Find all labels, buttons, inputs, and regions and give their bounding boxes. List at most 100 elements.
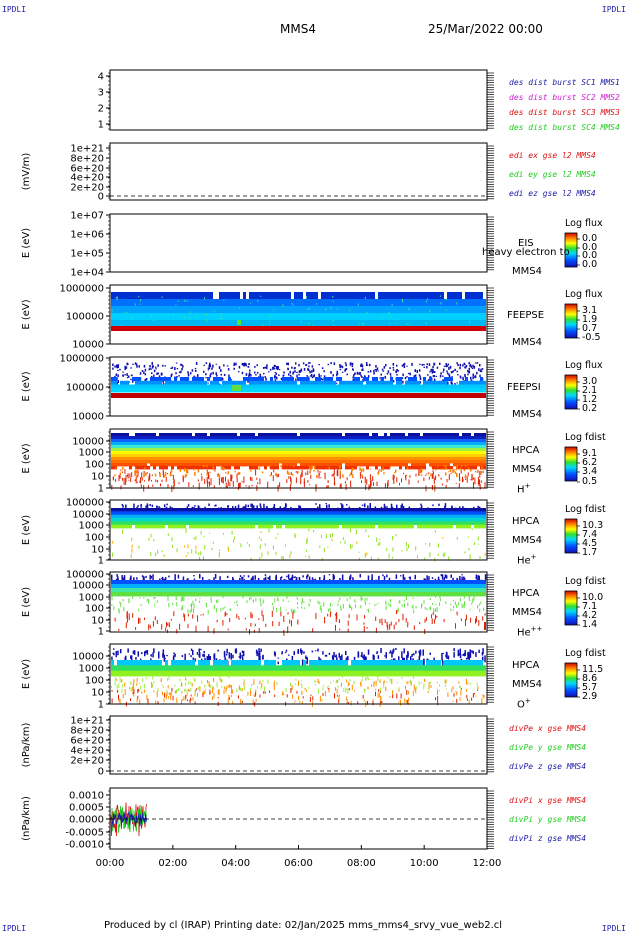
spectrogram-cell — [285, 384, 288, 389]
spectrogram-cell — [477, 454, 480, 458]
spectrogram-cell — [225, 313, 228, 321]
spectrogram-cell — [336, 442, 339, 446]
spectrogram-cell — [300, 306, 303, 314]
spectrogram-cell — [146, 504, 149, 508]
spectrogram-cell — [156, 313, 159, 321]
spectrogram-cell — [189, 311, 191, 314]
spectrogram-cell — [192, 299, 195, 307]
spectrogram-cell — [276, 433, 279, 437]
spectrogram-cell — [327, 363, 330, 366]
y-tick-label: 100000 — [66, 383, 104, 394]
spectrogram-cell — [363, 442, 366, 446]
spectrogram-cell — [117, 521, 120, 525]
spectrogram-cell — [153, 454, 156, 458]
spectrogram-cell — [249, 518, 252, 522]
spectrogram-cell — [245, 373, 248, 376]
spectrogram-cell — [177, 433, 180, 437]
spectrogram-cell — [206, 465, 208, 468]
spectrogram-cell — [114, 514, 117, 519]
spectrogram-cell — [360, 518, 363, 522]
spectrogram-cell — [135, 454, 138, 458]
spectrogram-cell — [184, 474, 187, 478]
spectrogram-cell — [129, 514, 132, 519]
spectrogram-cell — [411, 460, 414, 464]
spectrogram-cell — [225, 299, 228, 307]
spectrogram-cell — [204, 457, 207, 461]
spectrogram-cell — [351, 299, 354, 307]
spectrogram-cell — [222, 508, 225, 512]
spectrogram-cell — [177, 292, 180, 300]
spectrogram-cell — [228, 306, 231, 314]
spectrogram-cell — [150, 320, 153, 328]
spectrogram-cell — [309, 454, 312, 458]
spectrogram-cell — [150, 521, 153, 525]
spectrogram-cell — [408, 518, 411, 522]
spectrogram-cell — [318, 380, 321, 385]
spectrogram-cell — [448, 366, 450, 370]
spectrogram-cell — [354, 377, 357, 382]
spectrogram-cell — [270, 521, 273, 525]
spectrogram-cell — [364, 476, 366, 484]
spectrogram-cell — [312, 388, 315, 393]
spectrogram-cell — [130, 378, 132, 381]
spectrogram-cell — [175, 362, 178, 364]
spectrogram-cell — [185, 474, 188, 477]
spectrogram-cell — [345, 484, 347, 491]
spectrogram-cell — [318, 511, 321, 515]
spectrogram-cell — [276, 460, 279, 464]
spectrogram-cell — [441, 468, 444, 470]
spectrogram-cell — [159, 445, 162, 449]
spectrogram-cell — [399, 482, 400, 486]
spectrogram-cell — [312, 306, 315, 314]
spectrogram-cell — [126, 442, 129, 446]
spectrogram-cell — [459, 320, 462, 328]
spectrogram-cell — [165, 466, 168, 470]
spectrogram-cell — [354, 439, 357, 443]
spectrogram-cell — [314, 465, 316, 470]
spectrogram-cell — [275, 537, 277, 540]
spectrogram-cell — [294, 433, 297, 437]
spectrogram-cell — [366, 451, 369, 455]
spectrogram-cell — [240, 454, 243, 458]
spectrogram-cell — [199, 556, 201, 560]
spectrogram-cell — [477, 436, 480, 440]
spectrogram-cell — [260, 531, 262, 534]
spectrogram-cell — [447, 436, 450, 440]
spectrogram-cell — [459, 524, 462, 529]
spectrogram-cell — [195, 518, 198, 522]
spectrogram-cell — [393, 439, 396, 443]
spectrogram-cell — [342, 537, 344, 540]
spectrogram-cell — [168, 518, 171, 522]
spectrogram-cell — [480, 368, 482, 372]
spectrogram-cell — [120, 457, 123, 461]
spectrogram-cell — [474, 524, 477, 529]
spectrogram-cell — [219, 445, 222, 449]
spectrogram-cell — [363, 384, 366, 389]
spectrogram-cell — [155, 368, 157, 370]
spectrogram-cell — [427, 374, 429, 376]
spectrogram-cell — [330, 433, 333, 437]
spectrogram-cell — [234, 524, 237, 529]
spectrogram-cell — [219, 442, 222, 446]
spectrogram-cell — [216, 442, 219, 446]
spectrogram-cell — [458, 483, 460, 488]
spectrogram-cell — [429, 292, 432, 300]
spectrogram-cell — [405, 439, 408, 443]
spectrogram-cell — [375, 365, 377, 368]
spectrogram-cell — [186, 454, 189, 458]
spectrogram-cell — [180, 384, 183, 389]
spectrogram-cell — [210, 521, 213, 525]
spectrogram-cell — [396, 299, 399, 307]
spectrogram-cell — [390, 518, 393, 522]
spectrogram-cell — [327, 480, 329, 482]
spectrogram-cell — [126, 373, 128, 376]
spectrogram-cell — [216, 377, 219, 382]
spectrogram-cell — [479, 556, 481, 560]
spectrogram-cell — [150, 292, 153, 300]
spectrogram-cell — [261, 439, 264, 443]
spectrogram-cell — [219, 521, 222, 525]
spectrogram-cell — [336, 454, 339, 458]
spectrogram-cell — [194, 367, 197, 370]
panel-frame — [109, 213, 488, 273]
spectrogram-cell — [120, 442, 123, 446]
